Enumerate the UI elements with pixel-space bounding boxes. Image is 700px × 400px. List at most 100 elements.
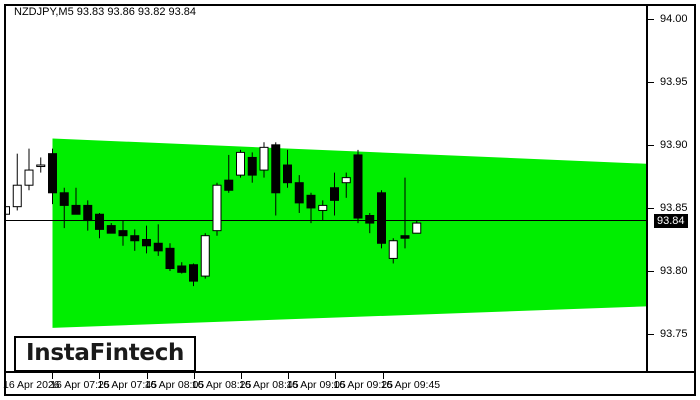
candle	[224, 154, 234, 193]
candle	[48, 148, 57, 205]
price-tick-mark	[648, 271, 654, 273]
time-axis-label: 16 Apr 09:25	[333, 379, 393, 391]
candle-body-bearish	[142, 238, 151, 247]
candle-body-bullish	[24, 169, 34, 186]
time-tick-mark	[288, 373, 290, 379]
plot-area[interactable]	[6, 6, 646, 372]
candle-body-bearish	[294, 182, 304, 204]
time-tick-mark	[99, 373, 101, 379]
candle	[353, 149, 363, 224]
candle-body-bullish	[388, 240, 398, 259]
candle-body-bearish	[271, 144, 281, 194]
candle	[6, 206, 10, 215]
channel-fill	[52, 138, 646, 328]
time-tick-mark	[335, 373, 337, 379]
candle-body-bearish	[377, 192, 386, 244]
candle-body-bearish	[71, 204, 81, 215]
price-axis-label: 93.95	[660, 75, 688, 88]
candle-body-bearish	[106, 225, 116, 234]
candlestick-canvas	[6, 138, 646, 328]
price-tick-mark	[648, 81, 654, 83]
time-tick-mark	[193, 373, 195, 379]
candle	[200, 233, 210, 279]
candle	[36, 157, 46, 173]
candle-body-bearish	[365, 215, 375, 224]
candle-body-bullish	[200, 235, 210, 277]
candle-body-bearish	[306, 194, 316, 209]
price-axis-label: 93.80	[660, 265, 688, 278]
page-title: NZDJPY,M5 93.83 93.86 93.82 93.84	[14, 6, 197, 18]
chart-frame	[4, 4, 696, 396]
candle	[294, 175, 304, 213]
price-tick-mark	[648, 18, 654, 20]
candle	[189, 263, 198, 287]
candle	[12, 153, 22, 211]
time-scale-divider	[6, 371, 696, 373]
candle-body-bullish	[259, 146, 269, 171]
candle	[130, 229, 140, 251]
time-axis-label: 16 Apr 09:45	[380, 379, 441, 391]
candle-series	[6, 142, 422, 287]
time-tick-mark	[52, 373, 54, 379]
candle-body-bullish	[318, 204, 328, 211]
candle	[95, 212, 104, 239]
price-axis-label: 94.00	[660, 12, 688, 25]
time-tick-mark	[241, 373, 242, 379]
candle	[388, 238, 398, 264]
candle	[165, 243, 175, 272]
candle-body-bearish	[330, 187, 339, 201]
candle-body-bearish	[283, 164, 292, 184]
candle-body-bearish	[130, 235, 140, 242]
candle	[412, 220, 422, 234]
price-axis-label: 93.90	[660, 138, 688, 151]
candle	[142, 225, 151, 254]
time-tick-mark	[5, 373, 6, 379]
price-axis-label: 93.85	[660, 201, 688, 214]
candle	[247, 152, 257, 183]
candle	[306, 192, 316, 224]
candle	[318, 200, 328, 221]
time-axis-label: 16 Apr 07:45	[97, 379, 157, 391]
time-tick-mark	[382, 373, 384, 379]
candle-body-bearish	[153, 242, 163, 252]
price-tick-mark	[648, 144, 654, 146]
candle	[106, 223, 116, 234]
candle	[271, 142, 281, 216]
price-scale-divider	[646, 6, 648, 372]
candle	[24, 148, 34, 191]
candle-body-bearish	[400, 235, 410, 239]
candle-body-bearish	[95, 213, 104, 230]
time-axis-label: 16 Apr 08:25	[191, 379, 252, 391]
candle-body-bullish	[341, 177, 351, 184]
time-axis-label: 16 Apr 07:25	[50, 379, 110, 391]
candle-body-bearish	[59, 192, 69, 206]
candle	[83, 200, 93, 231]
candle	[377, 190, 386, 249]
candle	[330, 172, 339, 216]
equidistant-channel	[52, 138, 646, 328]
candle-body-bearish	[177, 265, 187, 273]
time-axis-label: 16 Apr 2026	[3, 379, 60, 391]
candle-body-bearish	[48, 153, 57, 194]
time-axis-label: 16 Apr 09:05	[286, 379, 346, 391]
candle-body-bullish	[236, 151, 245, 176]
brand-watermark: InstaFintech	[14, 336, 197, 372]
time-axis-label: 16 Apr 08:45	[239, 379, 299, 391]
candle	[118, 220, 128, 246]
candle	[59, 187, 69, 229]
candle-body-bearish	[165, 247, 175, 270]
candle-body-bullish	[12, 184, 22, 208]
time-tick-mark	[146, 373, 148, 379]
candle	[283, 149, 292, 188]
candle	[153, 224, 163, 256]
price-tick-mark	[648, 207, 654, 209]
candle	[400, 177, 410, 249]
candle	[259, 142, 269, 178]
brand-watermark-label: InstaFintech	[26, 340, 185, 366]
candle	[71, 187, 81, 215]
price-axis-label: 93.75	[660, 328, 688, 341]
candle-body-bearish	[118, 230, 128, 237]
candle-body-bearish	[189, 264, 198, 282]
candle	[365, 212, 375, 234]
